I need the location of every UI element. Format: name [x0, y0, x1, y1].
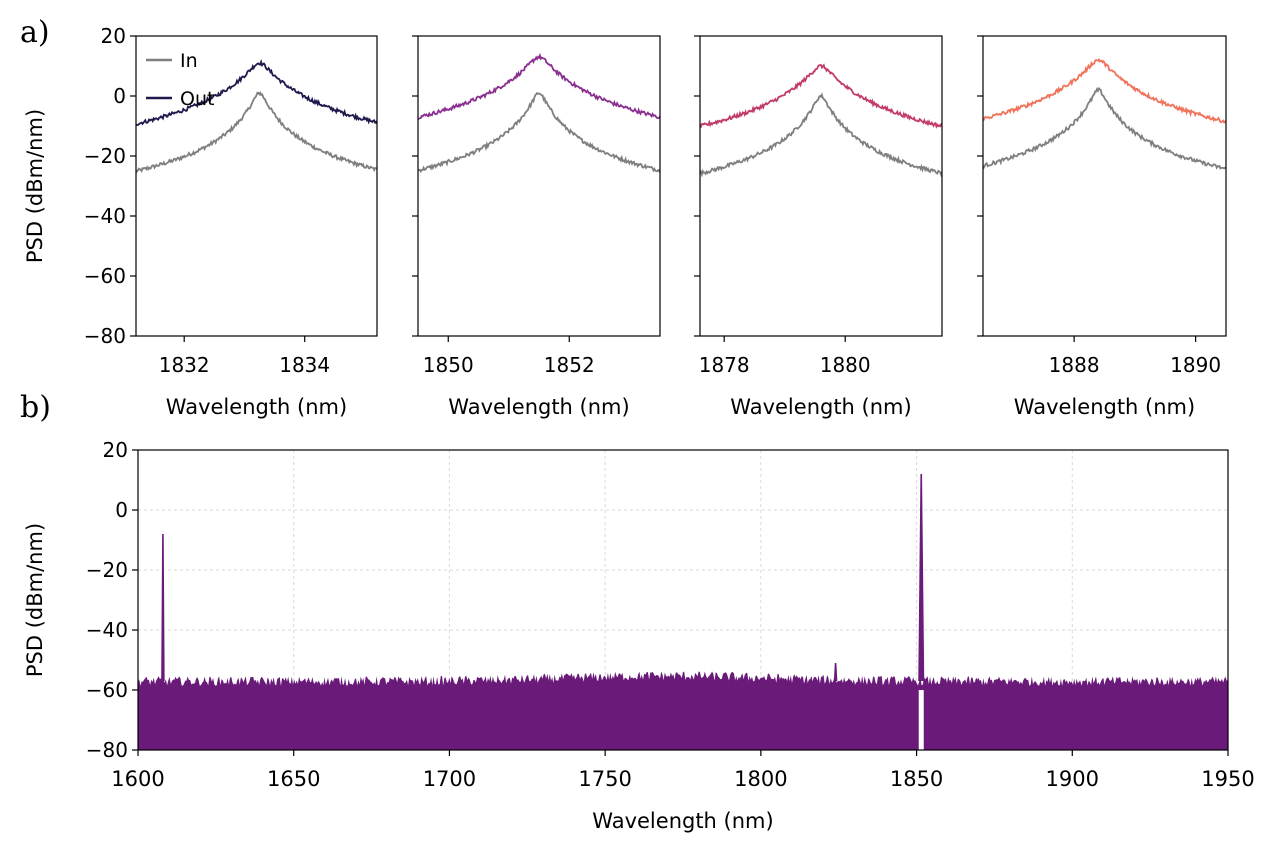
series-in-line [700, 92, 942, 178]
series-out-line [418, 52, 660, 120]
x-tick-label: 1834 [279, 353, 330, 377]
x-tick-label: 1880 [820, 353, 871, 377]
spectrum-gap [918, 690, 924, 750]
plot-frame [417, 35, 661, 337]
series-out-line [136, 58, 377, 126]
x-tick-label: 1650 [267, 767, 320, 791]
plot-frame [137, 449, 1229, 751]
y-tick-label: −80 [86, 738, 128, 762]
x-tick-label: 1890 [1170, 353, 1221, 377]
x-axis-label: Wavelength (nm) [448, 395, 629, 419]
x-tick-label: 1800 [734, 767, 787, 791]
x-tick-label: 1600 [111, 767, 164, 791]
spectrum-peak [161, 534, 165, 681]
series-in-line [983, 86, 1226, 170]
plot-frame [135, 35, 378, 337]
panel-a-3: 1878 1880 Wavelength (nm) [694, 35, 943, 419]
y-tick-label: 0 [113, 84, 126, 108]
series-in-line [136, 91, 377, 174]
x-axis-label: Wavelength (nm) [592, 809, 773, 833]
y-tick-label: −60 [84, 264, 126, 288]
y-tick-label: −40 [84, 204, 126, 228]
legend-label-in: In [180, 50, 198, 72]
plot-frame [699, 35, 943, 337]
y-tick-label: −20 [84, 144, 126, 168]
y-tick-label: 20 [101, 24, 126, 48]
panel-a-4: 1888 1890 Wavelength (nm) [977, 35, 1227, 419]
x-tick-label: 1852 [544, 353, 595, 377]
series-out-line [983, 57, 1226, 124]
y-axis-label: PSD (dBm/nm) [23, 109, 47, 263]
y-axis-label: PSD (dBm/nm) [23, 523, 47, 677]
panel-a-2: 1850 1852 Wavelength (nm) [412, 35, 661, 419]
panel-label-b: b) [20, 390, 51, 425]
spectrum-peak [833, 663, 838, 681]
spectrum-peak [918, 474, 925, 681]
x-axis-label: Wavelength (nm) [166, 395, 347, 419]
panel-label-a: a) [20, 15, 50, 50]
panel-a-1: −80 −60 −40 −20 0 20 1832 1834 Wavelength (nm) PS… [23, 24, 378, 419]
x-axis-label: Wavelength (nm) [730, 395, 911, 419]
y-tick-label: −20 [86, 558, 128, 582]
legend: In Out [146, 50, 214, 110]
x-tick-label: 1850 [890, 767, 943, 791]
series-in-line [418, 91, 660, 174]
x-tick-label: 1832 [159, 353, 210, 377]
legend-label-out: Out [180, 88, 214, 110]
y-tick-label: 0 [115, 498, 128, 522]
x-tick-label: 1950 [1201, 767, 1254, 791]
y-tick-label: −80 [84, 324, 126, 348]
x-axis-label: Wavelength (nm) [1014, 395, 1195, 419]
y-tick-label: 20 [103, 438, 128, 462]
x-tick-label: 1700 [423, 767, 476, 791]
x-tick-label: 1878 [699, 353, 750, 377]
noise-floor-area [138, 671, 1228, 750]
plot-frame [982, 35, 1227, 337]
y-tick-label: −40 [86, 618, 128, 642]
panel-b: −80 −60 −40 −20 0 20 1600 1650 1700 1750 1800 1850 1… [23, 438, 1255, 833]
y-tick-label: −60 [86, 678, 128, 702]
series-out-line [700, 63, 942, 129]
x-tick-label: 1850 [423, 353, 474, 377]
x-tick-label: 1888 [1049, 353, 1100, 377]
x-tick-label: 1900 [1046, 767, 1099, 791]
x-tick-label: 1750 [578, 767, 631, 791]
